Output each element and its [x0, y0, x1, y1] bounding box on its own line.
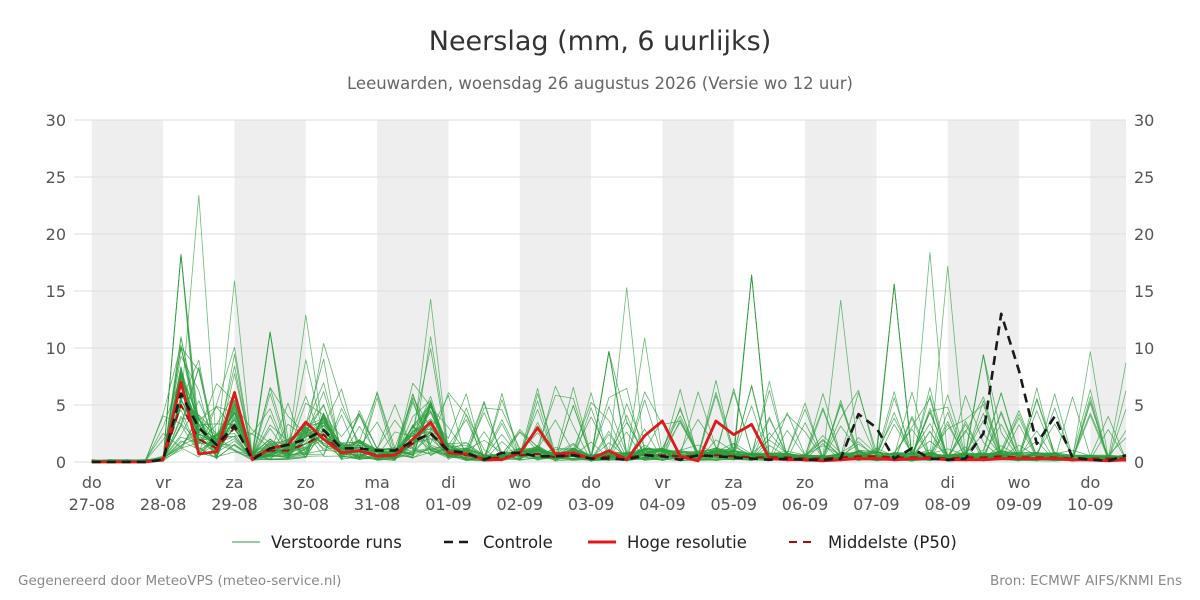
- footer-credit: Gegenereerd door MeteoVPS (meteo-service…: [18, 573, 341, 589]
- ensemble-member-47: [91, 391, 1127, 463]
- legend: Verstoorde runs Controle Hoge resolutie Mid…: [232, 533, 957, 552]
- x-tick-weekday-14: do: [1080, 473, 1100, 492]
- legend-label-control: Controle: [483, 533, 553, 552]
- x-tick-date-1: 28-08: [140, 495, 187, 514]
- x-tick-weekday-2: za: [225, 473, 243, 492]
- y-tick-right-30: 30: [1134, 111, 1154, 130]
- chart-subtitle: Leeuwarden, woensdag 26 augustus 2026 (V…: [347, 74, 853, 93]
- x-tick-weekday-0: do: [82, 473, 102, 492]
- y-tick-right-10: 10: [1134, 339, 1154, 358]
- y-tick-left-20: 20: [46, 225, 66, 244]
- y-tick-right-5: 5: [1134, 396, 1144, 415]
- x-tick-weekday-12: di: [940, 473, 955, 492]
- x-tick-weekday-5: di: [441, 473, 456, 492]
- chart-title: Neerslag (mm, 6 uurlijks): [429, 26, 771, 57]
- y-axis-right: 0 5 10 15 20 25 30: [1134, 111, 1154, 472]
- y-tick-right-0: 0: [1134, 453, 1144, 472]
- x-tick-date-3: 30-08: [283, 495, 330, 514]
- x-tick-weekday-7: do: [581, 473, 601, 492]
- y-tick-left-0: 0: [56, 453, 66, 472]
- y-tick-right-15: 15: [1134, 282, 1154, 301]
- x-tick-date-8: 04-09: [639, 495, 686, 514]
- x-tick-date-10: 06-09: [782, 495, 829, 514]
- x-tick-date-12: 08-09: [924, 495, 971, 514]
- x-tick-weekday-4: ma: [364, 473, 389, 492]
- y-tick-left-30: 30: [46, 111, 66, 130]
- x-tick-weekday-9: za: [725, 473, 743, 492]
- x-tick-date-5: 01-09: [425, 495, 472, 514]
- legend-label-median: Middelste (P50): [828, 533, 957, 552]
- footer-source: Bron: ECMWF AIFS/KNMI Ens: [990, 573, 1182, 589]
- x-tick-date-2: 29-08: [211, 495, 258, 514]
- x-tick-weekday-11: ma: [864, 473, 889, 492]
- legend-label-ensemble: Verstoorde runs: [271, 533, 402, 552]
- x-tick-date-13: 09-09: [996, 495, 1043, 514]
- x-tick-date-6: 02-09: [497, 495, 544, 514]
- y-tick-right-25: 25: [1134, 168, 1154, 187]
- x-tick-date-4: 31-08: [354, 495, 401, 514]
- x-tick-weekday-1: vr: [155, 473, 171, 492]
- y-tick-left-15: 15: [46, 282, 66, 301]
- x-tick-date-7: 03-09: [568, 495, 615, 514]
- legend-label-high_res: Hoge resolutie: [627, 533, 747, 552]
- x-tick-weekday-13: wo: [1008, 473, 1031, 492]
- y-tick-right-20: 20: [1134, 225, 1154, 244]
- x-tick-weekday-3: zo: [297, 473, 315, 492]
- x-tick-weekday-6: wo: [508, 473, 531, 492]
- x-tick-date-14: 10-09: [1067, 495, 1114, 514]
- x-tick-date-0: 27-08: [69, 495, 116, 514]
- x-tick-weekday-8: vr: [654, 473, 670, 492]
- y-axis-left: 0 5 10 15 20 25 30: [46, 111, 66, 472]
- y-tick-left-10: 10: [46, 339, 66, 358]
- ensemble-member-49: [91, 336, 1127, 463]
- x-axis: do 27-08 vr 28-08 za 29-08 zo 30-08 ma 31-08 di 01-…: [69, 473, 1114, 514]
- main-series: [91, 312, 1127, 464]
- x-tick-weekday-10: zo: [796, 473, 814, 492]
- y-tick-left-5: 5: [56, 396, 66, 415]
- y-tick-left-25: 25: [46, 168, 66, 187]
- x-tick-date-9: 05-09: [710, 495, 757, 514]
- x-tick-date-11: 07-09: [853, 495, 900, 514]
- series-line-control: [91, 312, 1127, 464]
- grid-lines: [74, 119, 1126, 463]
